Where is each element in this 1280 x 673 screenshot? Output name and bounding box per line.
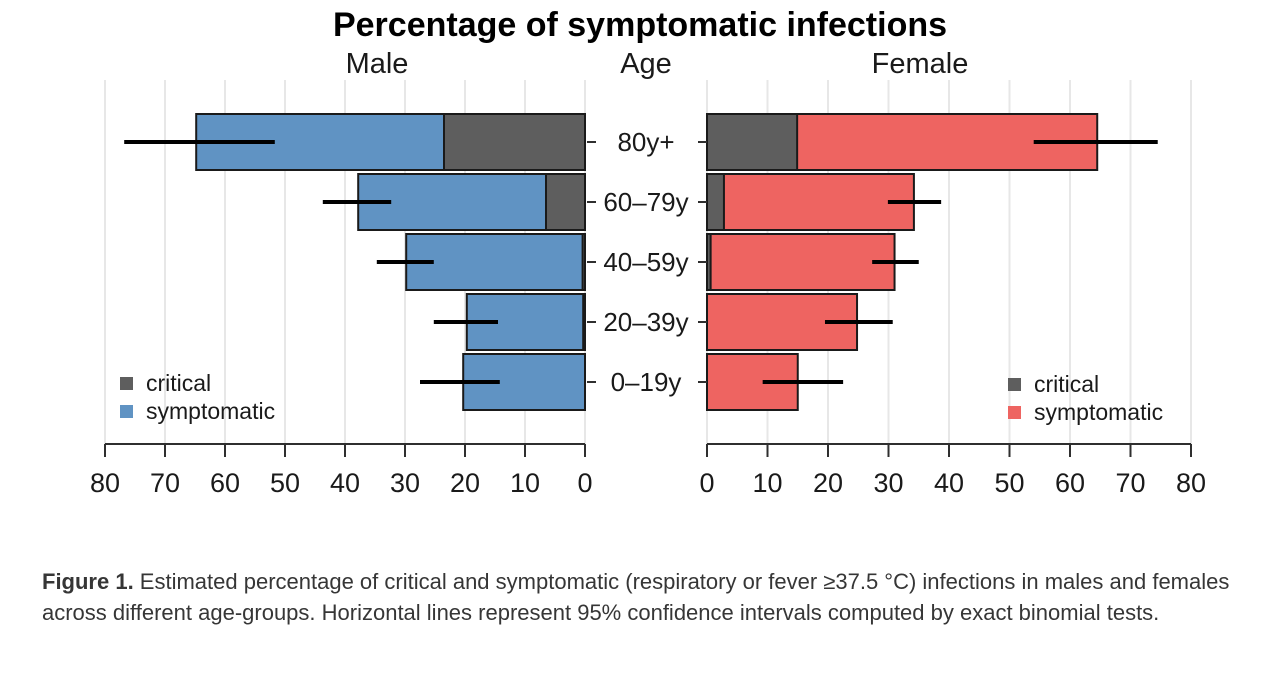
x-tick-label-female: 40 bbox=[934, 468, 964, 498]
male-panel-header: Male bbox=[345, 48, 409, 80]
x-tick-label-female: 0 bbox=[699, 468, 714, 498]
legend-symptomatic-label: symptomatic bbox=[1034, 399, 1164, 425]
x-tick-label-male: 10 bbox=[510, 468, 540, 498]
symptomatic-male-swatch-icon bbox=[120, 404, 133, 418]
legend-symptomatic-label: symptomatic bbox=[146, 398, 276, 424]
symptomatic-female-swatch-icon bbox=[1008, 405, 1021, 419]
bar-female-60–79y bbox=[706, 173, 915, 231]
age-axis-header: Age bbox=[620, 48, 672, 80]
x-tick-label-female: 20 bbox=[813, 468, 843, 498]
legend-critical-label: critical bbox=[146, 370, 212, 396]
chart-canvas: 80y+ 60–79y 40–59y 20–39y 0–19y 0 10 20 30 40 50 60… bbox=[90, 80, 1206, 498]
bar-female-critical-80y+ bbox=[706, 113, 799, 171]
bar-male-40–59y bbox=[405, 233, 587, 291]
age-label-0–19y: 0–19y bbox=[611, 367, 682, 397]
bar-male-critical-20–39y bbox=[582, 293, 587, 351]
x-tick-label-male: 30 bbox=[390, 468, 420, 498]
x-tick-label-male: 80 bbox=[90, 468, 120, 498]
bar-male-critical-80y+ bbox=[443, 113, 586, 171]
x-tick-label-male: 0 bbox=[577, 468, 592, 498]
x-tick-label-male: 70 bbox=[150, 468, 180, 498]
figure-caption: Figure 1. Estimated percentage of critic… bbox=[42, 566, 1242, 628]
bar-male-critical-40–59y bbox=[581, 233, 586, 291]
legend-item-critical: critical bbox=[120, 370, 212, 396]
caption-text: Estimated percentage of critical and sym… bbox=[42, 569, 1230, 625]
x-tick-label-female: 70 bbox=[1115, 468, 1145, 498]
bar-female-40–59y bbox=[706, 233, 896, 291]
female-panel-header: Female bbox=[871, 48, 969, 80]
x-tick-label-female: 10 bbox=[752, 468, 782, 498]
x-tick-label-male: 20 bbox=[450, 468, 480, 498]
age-label-60–79y: 60–79y bbox=[603, 187, 688, 217]
bar-male-critical-60–79y bbox=[545, 173, 586, 231]
x-tick-label-female: 50 bbox=[994, 468, 1024, 498]
critical-swatch-icon bbox=[120, 376, 133, 390]
caption-prefix: Figure 1. bbox=[42, 569, 134, 594]
age-label-40–59y: 40–59y bbox=[603, 247, 688, 277]
x-tick-label-female: 30 bbox=[873, 468, 903, 498]
x-tick-label-male: 40 bbox=[330, 468, 360, 498]
chart-title: Percentage of symptomatic infections bbox=[332, 6, 948, 44]
age-label-20–39y: 20–39y bbox=[603, 307, 688, 337]
legend-item-symptomatic: symptomatic bbox=[120, 398, 276, 424]
legend-critical-label: critical bbox=[1034, 371, 1100, 397]
x-tick-label-female: 60 bbox=[1055, 468, 1085, 498]
bar-female-critical-60–79y bbox=[706, 173, 725, 231]
x-tick-label-female: 80 bbox=[1176, 468, 1206, 498]
legend-item-symptomatic: symptomatic bbox=[1008, 399, 1164, 425]
critical-swatch-icon bbox=[1008, 377, 1021, 391]
legend-item-critical: critical bbox=[1008, 371, 1100, 397]
bar-female-critical-40–59y bbox=[706, 233, 712, 291]
x-tick-label-male: 50 bbox=[270, 468, 300, 498]
x-tick-label-male: 60 bbox=[210, 468, 240, 498]
age-label-80y+: 80y+ bbox=[617, 127, 674, 157]
